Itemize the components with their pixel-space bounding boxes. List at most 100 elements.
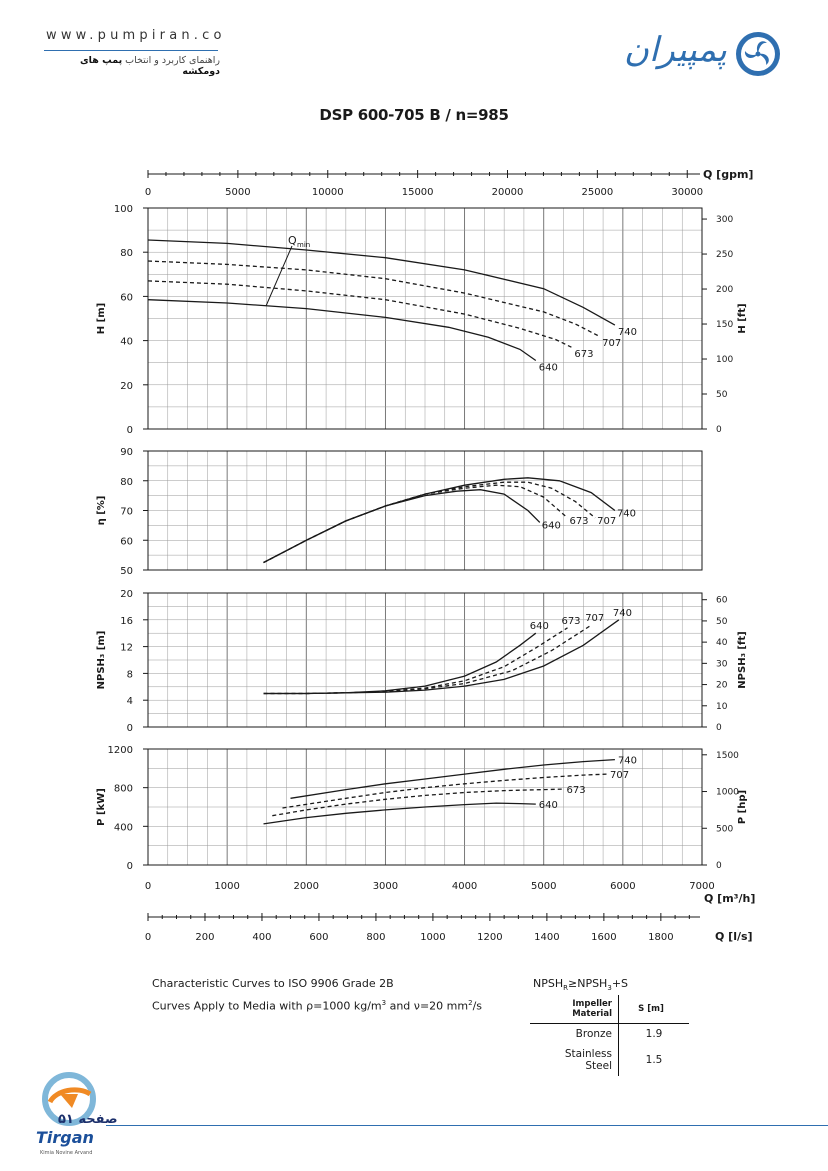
- gpm-tick-label: 20000: [492, 187, 524, 198]
- ls-tick-label: 600: [309, 932, 328, 943]
- right-tick-label: 50: [716, 617, 728, 627]
- media-note-rho: ρ=1000 kg/m: [306, 999, 382, 1013]
- y-tick-label: 40: [120, 337, 133, 348]
- curve-npsh-640: [263, 632, 537, 695]
- y-tick-label: 80: [120, 477, 133, 488]
- media-note-pre: Curves Apply to Media with: [152, 999, 303, 1013]
- ls-tick-label: 1600: [591, 932, 616, 943]
- y-tick-label: 50: [120, 566, 133, 577]
- right-axis-label: P [hp]: [737, 790, 748, 824]
- material-cell: Stainless Steel: [564, 1048, 612, 1072]
- curve-label: 740: [617, 509, 636, 520]
- formula-end: +S: [611, 977, 629, 990]
- pumpiran-logo-icon: [736, 32, 780, 76]
- right-tick-label: 50: [716, 390, 728, 400]
- y-tick-label: 16: [120, 616, 133, 627]
- curve-power-673: [272, 788, 564, 817]
- right-tick-label: 60: [716, 596, 728, 606]
- y-axis-label: NPSH₃ [m]: [96, 631, 107, 690]
- formula-mid: ≥NPSH: [568, 977, 608, 990]
- curve-head-640: [147, 299, 537, 362]
- chart-title: DSP 600-705 B / n=985: [319, 106, 509, 124]
- ls-tick-label: 0: [145, 932, 151, 943]
- media-note-nu: ν=20 mm: [413, 999, 469, 1013]
- table-row: Bronze 1.9: [530, 1023, 689, 1044]
- y-tick-label: 1200: [108, 745, 133, 756]
- formula-sub-3: 3: [607, 984, 612, 993]
- y-tick-label: 20: [120, 381, 133, 392]
- s-value-cell: 1.9: [618, 1023, 689, 1044]
- m3h-tick-label: 5000: [531, 881, 556, 892]
- company-name: Tirgan: [36, 1128, 94, 1147]
- m3h-tick-label: 3000: [373, 881, 398, 892]
- right-tick-label: 250: [716, 250, 733, 260]
- page-number-label: صفحه ۵۱: [58, 1112, 118, 1127]
- gpm-tick-label: 10000: [312, 187, 344, 198]
- m3h-tick-label: 7000: [689, 881, 714, 892]
- y-tick-label: 100: [114, 204, 133, 215]
- table-row: Stainless Steel 1.5: [530, 1044, 689, 1076]
- right-tick-label: 0: [716, 861, 722, 871]
- m3h-tick-label: 6000: [610, 881, 635, 892]
- s-value-cell: 1.5: [618, 1044, 689, 1076]
- ls-tick-label: 200: [195, 932, 214, 943]
- right-tick-label: 200: [716, 285, 733, 295]
- y-tick-label: 60: [120, 536, 133, 547]
- m3h-tick-label: 4000: [452, 881, 477, 892]
- curve-head-673: [147, 280, 572, 348]
- curve-label: 640: [530, 621, 549, 632]
- curve-efficiency-740: [263, 477, 616, 564]
- curve-label: 673: [569, 516, 588, 527]
- curve-npsh-740: [263, 619, 620, 695]
- media-note: Curves Apply to Media with ρ=1000 kg/m3 …: [152, 999, 482, 1013]
- right-tick-label: 0: [716, 723, 722, 733]
- npsh-formula: NPSHR≥NPSH3+S: [533, 977, 628, 992]
- header-tagline: راهنمای کاربرد و انتخاب پمپ های دومکشه: [44, 55, 220, 77]
- right-axis-label: NPSH₃ [ft]: [737, 631, 748, 688]
- curve-head-740: [147, 239, 616, 326]
- ls-tick-label: 1000: [420, 932, 445, 943]
- ls-axis-label: Q [l/s]: [715, 930, 753, 943]
- curve-head-707: [147, 260, 600, 337]
- curve-efficiency-640: [263, 489, 541, 564]
- gpm-tick-label: 30000: [671, 187, 703, 198]
- right-tick-label: 30: [716, 659, 728, 669]
- curve-label: 740: [613, 608, 632, 619]
- ls-tick-label: 800: [366, 932, 385, 943]
- curve-power-707: [282, 773, 608, 809]
- table-header-row: Impeller Material S [m]: [530, 995, 689, 1024]
- curve-npsh-673: [263, 627, 568, 695]
- ls-tick-label: 400: [252, 932, 271, 943]
- gpm-tick-label: 0: [145, 187, 151, 198]
- panel-frame: [147, 592, 703, 728]
- gpm-tick-label: 25000: [581, 187, 613, 198]
- curve-label: 707: [585, 613, 604, 624]
- media-note-end: /s: [472, 999, 482, 1013]
- formula-sub-r: R: [563, 984, 568, 993]
- ls-tick-label: 1400: [534, 932, 559, 943]
- tagline-bold: پمپ های دومکشه: [79, 55, 220, 77]
- y-tick-label: 90: [120, 447, 133, 458]
- m3h-axis-label: Q [m³/h]: [704, 892, 755, 905]
- right-tick-label: 0: [716, 425, 722, 435]
- y-tick-label: 60: [120, 292, 133, 303]
- qmin-leader: [265, 245, 293, 307]
- y-tick-label: 400: [114, 822, 133, 833]
- media-note-mid: and: [389, 999, 411, 1013]
- y-tick-label: 0: [127, 425, 133, 436]
- header-divider: [44, 50, 218, 51]
- col-impeller-material: Impeller Material: [530, 995, 619, 1024]
- y-axis-label: η [%]: [96, 496, 107, 526]
- curve-label: 673: [574, 349, 593, 360]
- y-tick-label: 12: [120, 643, 133, 654]
- curve-power-740: [290, 758, 615, 799]
- formula-npsh: NPSH: [533, 977, 564, 990]
- impeller-material-table: Impeller Material S [m] Bronze 1.9 Stain…: [530, 995, 689, 1076]
- curve-label: 640: [539, 800, 558, 811]
- m3h-tick-label: 2000: [294, 881, 319, 892]
- y-tick-label: 800: [114, 784, 133, 795]
- curve-label: 740: [618, 756, 637, 767]
- ls-tick-label: 1200: [477, 932, 502, 943]
- brand-name: پمپیران: [624, 30, 727, 70]
- right-tick-label: 500: [716, 824, 733, 834]
